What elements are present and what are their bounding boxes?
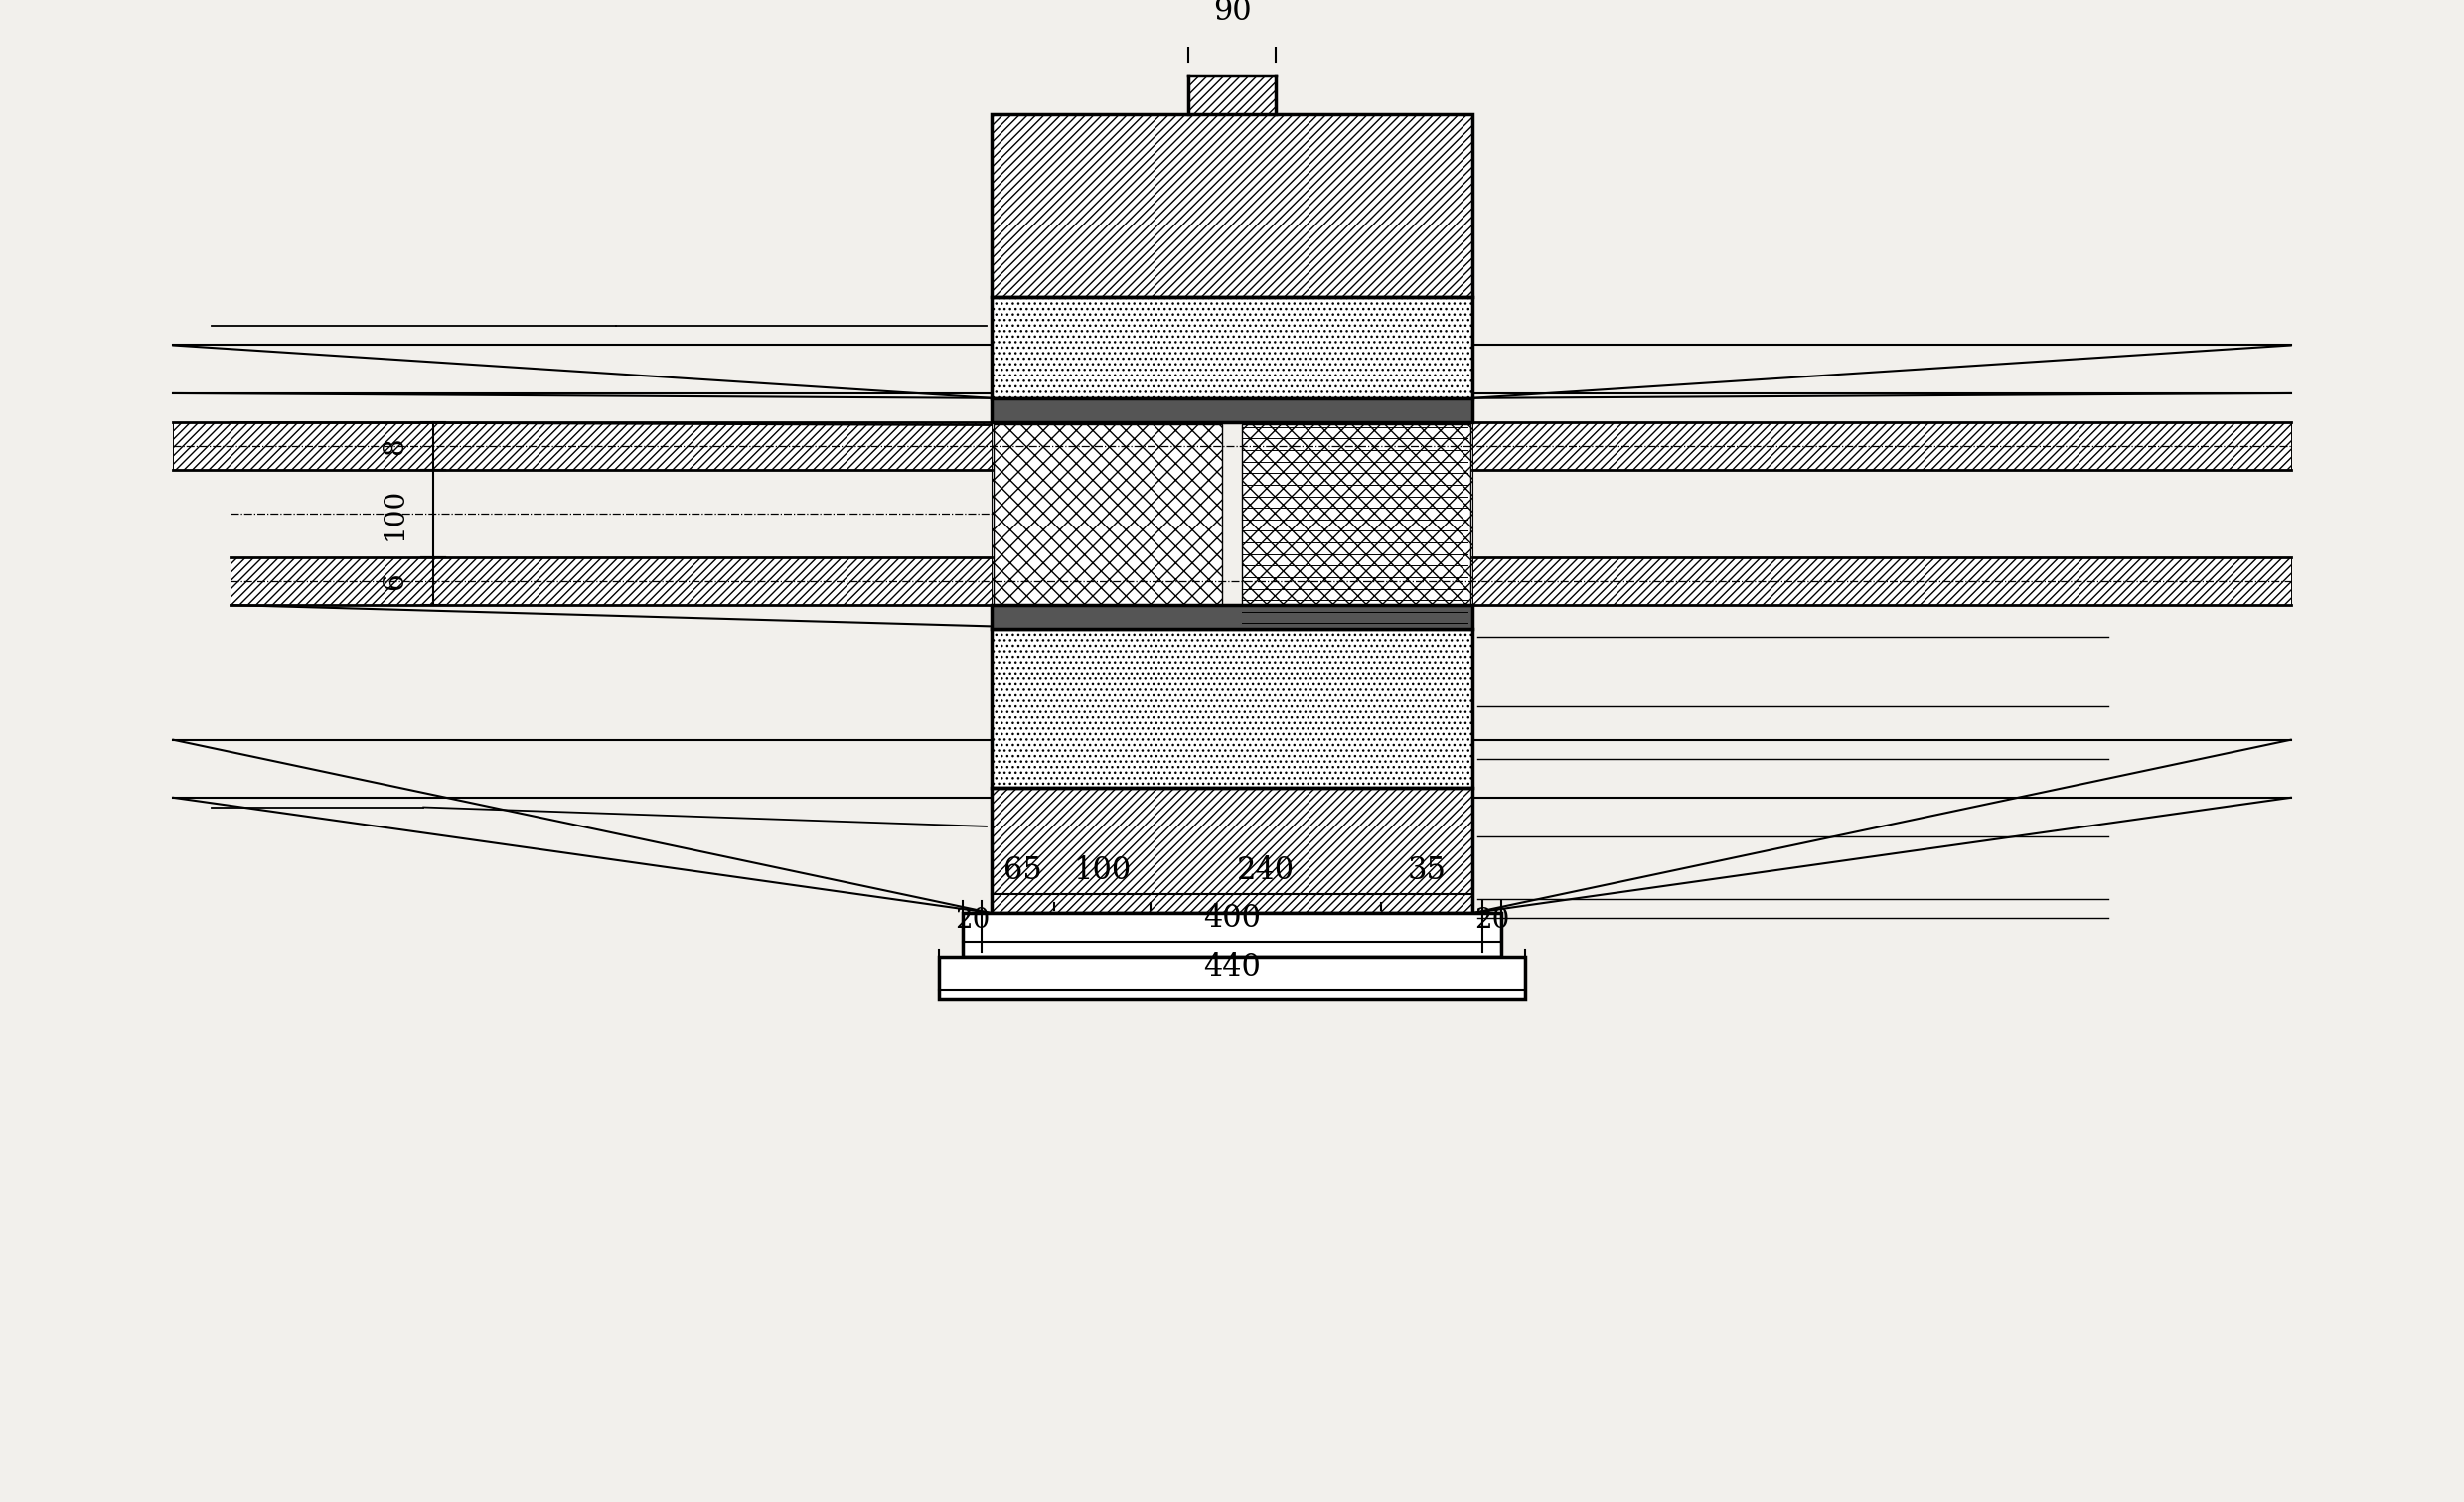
Bar	[1473, 422, 2292, 470]
Text: 90: 90	[1212, 0, 1252, 27]
Bar	[232, 557, 991, 605]
Text: 100: 100	[382, 487, 409, 541]
Bar	[993, 424, 1222, 628]
Text: 35: 35	[1407, 855, 1446, 886]
Text: 8: 8	[382, 437, 409, 455]
Bar	[991, 297, 1473, 398]
Text: 400: 400	[1202, 903, 1262, 934]
Bar	[1473, 557, 2292, 605]
Bar	[991, 789, 1473, 913]
Bar	[991, 629, 1473, 789]
Bar	[991, 789, 1473, 913]
Text: 440: 440	[1202, 951, 1262, 982]
Text: 65: 65	[1003, 855, 1042, 886]
Bar	[172, 422, 991, 470]
Text: 100: 100	[1074, 855, 1131, 886]
Text: 20: 20	[1473, 907, 1510, 934]
Bar	[991, 422, 1156, 629]
Bar	[991, 297, 1473, 398]
Text: 240: 240	[1237, 855, 1294, 886]
Bar	[991, 398, 1473, 422]
Bar	[991, 629, 1473, 789]
Bar	[1188, 75, 1276, 114]
Bar	[991, 114, 1473, 297]
Bar	[939, 957, 1525, 1000]
Bar	[1242, 424, 1471, 628]
Bar	[991, 114, 1473, 297]
Text: 6: 6	[382, 572, 409, 590]
Bar	[963, 913, 1501, 957]
Text: 20: 20	[954, 907, 991, 934]
Bar	[1308, 422, 1473, 629]
Bar	[991, 605, 1473, 629]
Bar	[1188, 75, 1276, 114]
